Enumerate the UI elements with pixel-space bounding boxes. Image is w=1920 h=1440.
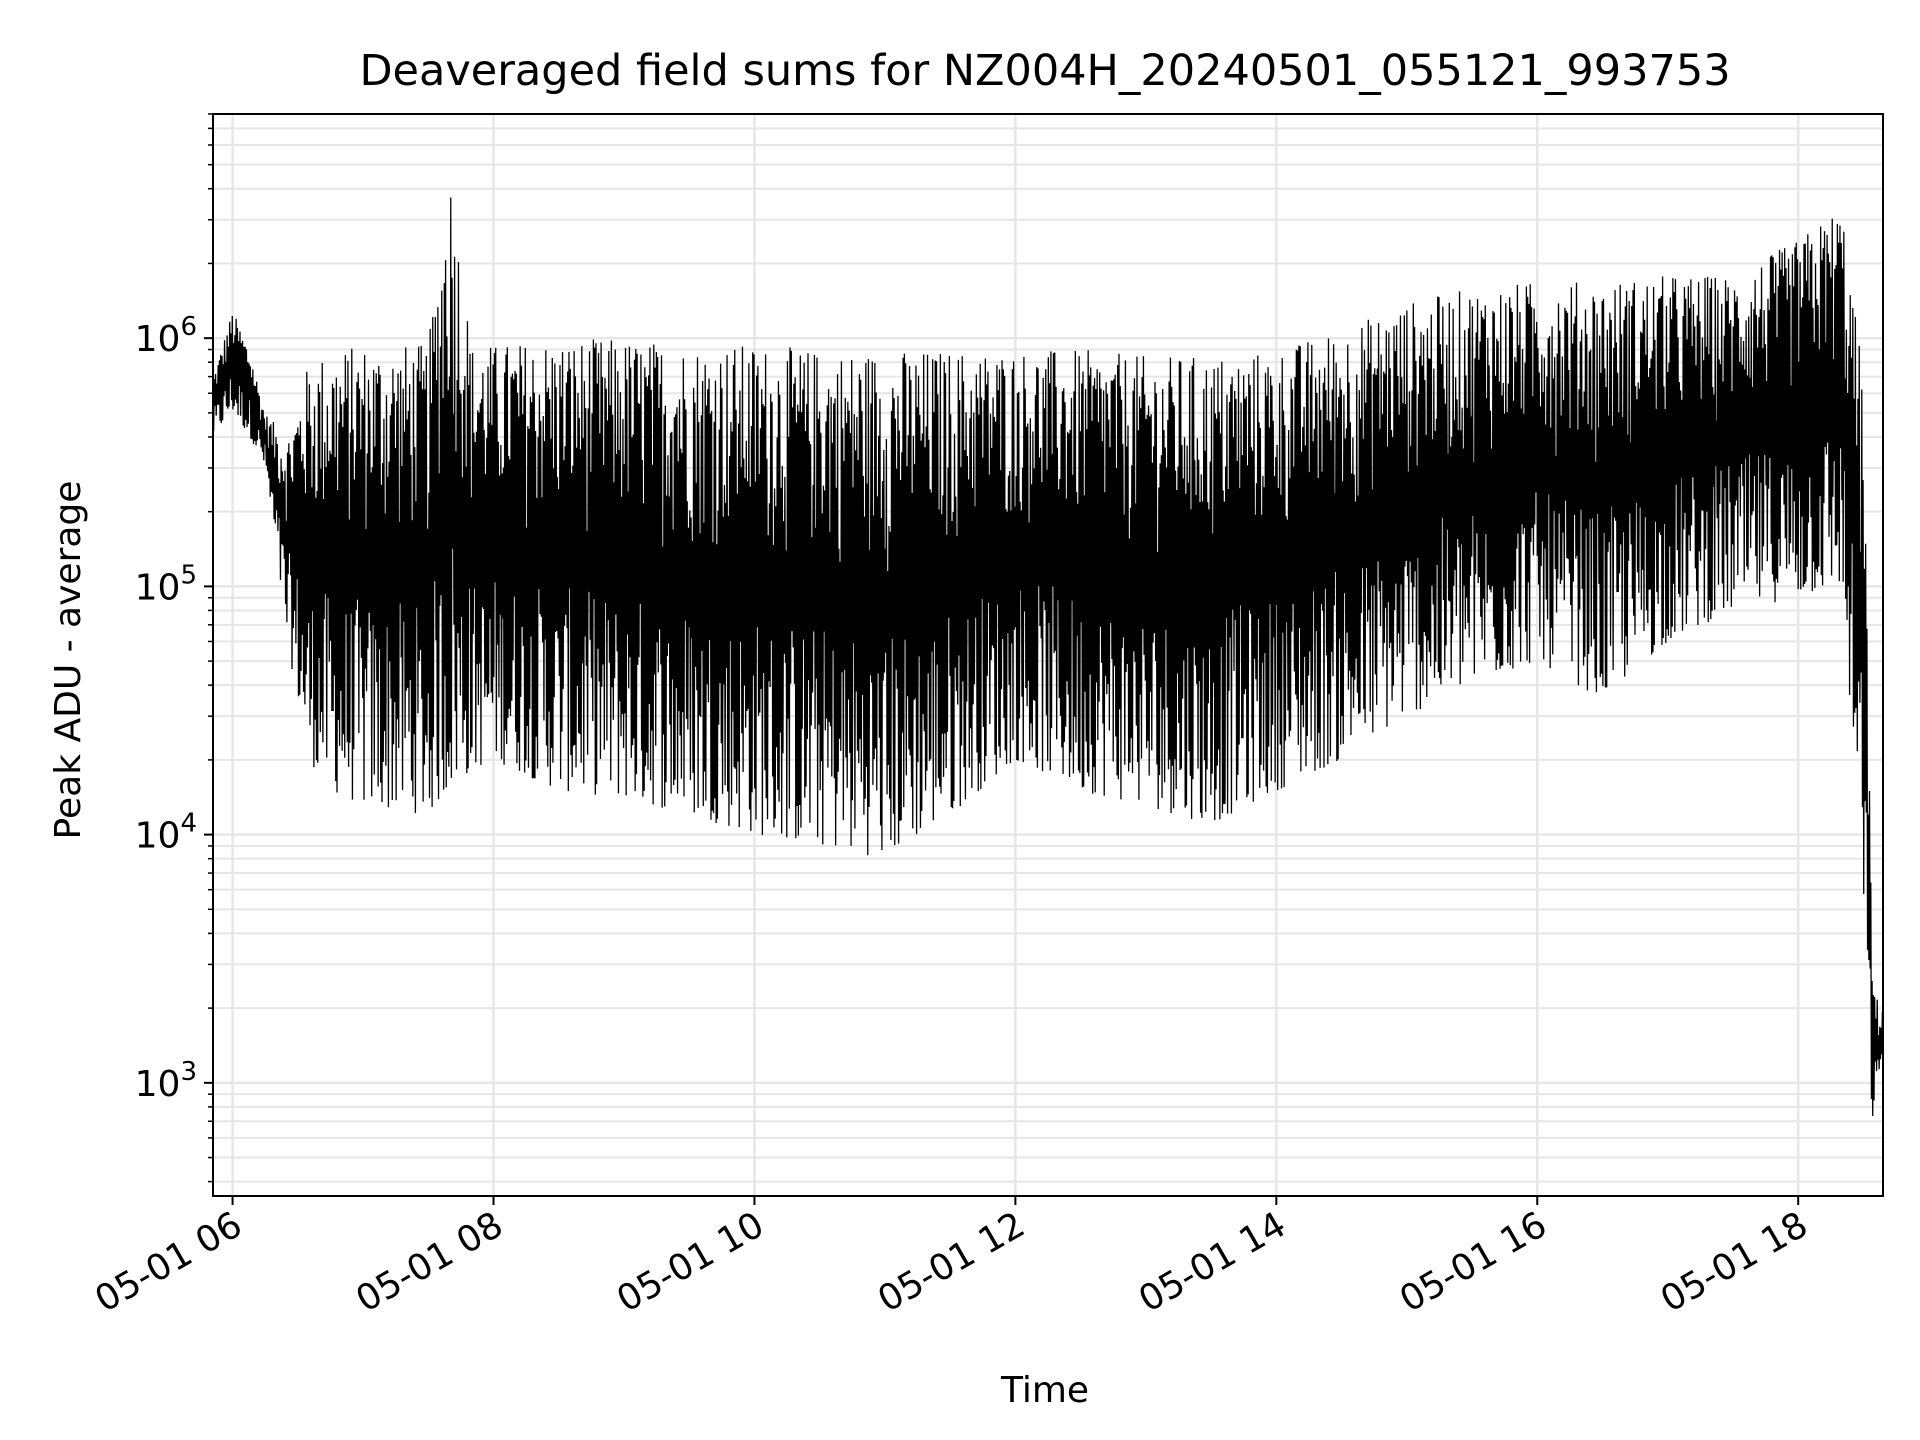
series-line bbox=[213, 197, 1883, 1116]
y-tick-label-base: 10 bbox=[135, 319, 181, 360]
plot-frame bbox=[212, 113, 1884, 1197]
y-tick-label: 103 bbox=[135, 1057, 197, 1105]
y-tick-label-base: 10 bbox=[135, 1064, 181, 1105]
y-tick-label: 105 bbox=[135, 560, 197, 608]
y-tick-label-exponent: 5 bbox=[180, 560, 197, 590]
y-tick-label: 104 bbox=[135, 809, 197, 857]
y-tick-label-base: 10 bbox=[135, 567, 181, 608]
series-group bbox=[213, 197, 1883, 1116]
y-tick-label-exponent: 3 bbox=[180, 1057, 197, 1087]
y-tick-label: 106 bbox=[135, 312, 197, 360]
y-tick-label-exponent: 4 bbox=[180, 809, 197, 839]
y-axis-label: Peak ADU - average bbox=[48, 481, 89, 840]
y-tick-label-exponent: 6 bbox=[180, 312, 197, 342]
chart-title: Deaveraged field sums for NZ004H_2024050… bbox=[359, 46, 1730, 96]
y-tick-label-base: 10 bbox=[135, 816, 181, 857]
x-axis-label: Time bbox=[1000, 1370, 1089, 1411]
